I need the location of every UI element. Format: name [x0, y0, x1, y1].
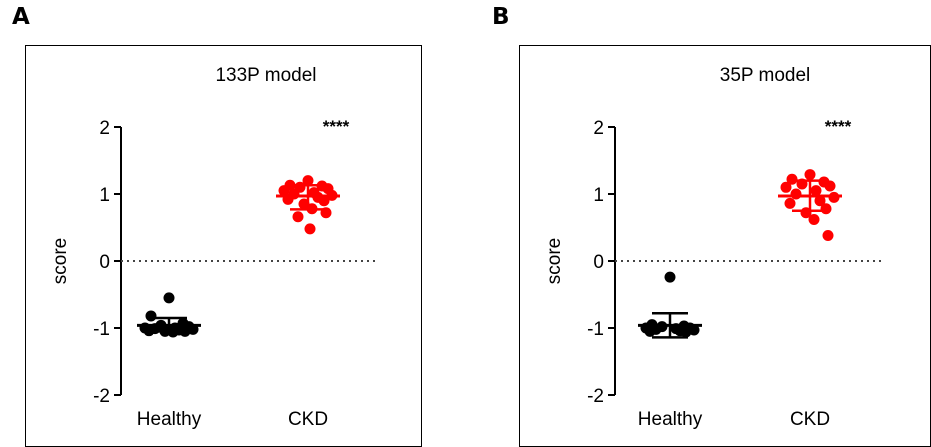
data-point — [814, 195, 826, 207]
y-tick-label: 2 — [99, 118, 110, 139]
data-point — [780, 181, 792, 193]
y-axis-label: score — [544, 238, 565, 284]
data-point — [318, 195, 330, 207]
data-point — [664, 271, 676, 283]
significance-annotation: **** — [825, 117, 852, 136]
data-point — [820, 203, 832, 215]
chart-panel-a: 133P model 2 1 0 -1 -2 score Healthy CKD **** — [25, 45, 422, 447]
data-point — [822, 230, 834, 242]
significance-annotation: **** — [323, 117, 350, 136]
data-point — [278, 185, 290, 197]
data-point — [302, 175, 314, 187]
y-tick-label: 0 — [593, 252, 604, 273]
y-tick-label: 1 — [99, 185, 110, 206]
panel-letter-b: B — [492, 4, 510, 30]
data-point — [804, 169, 816, 181]
data-point — [292, 211, 304, 223]
chart-a-svg: 133P model 2 1 0 -1 -2 score Healthy CKD **** — [50, 65, 376, 430]
y-axis-label: score — [50, 238, 71, 284]
data-point — [145, 310, 157, 322]
chart-title: 133P model — [215, 65, 316, 86]
data-point — [784, 197, 796, 209]
data-point — [163, 292, 175, 304]
y-tick-label: -1 — [587, 319, 604, 340]
data-point — [808, 213, 820, 225]
data-point — [786, 173, 798, 185]
data-point — [680, 326, 692, 338]
data-point — [143, 325, 155, 337]
data-point — [304, 223, 316, 235]
y-tick-label: -1 — [93, 319, 110, 340]
x-tick-label: Healthy — [638, 409, 703, 430]
y-tick-label: 2 — [593, 118, 604, 139]
x-tick-label: CKD — [288, 409, 328, 430]
y-tick-label: 1 — [593, 185, 604, 206]
chart-b-svg: 35P model 2 1 0 -1 -2 score Healthy CKD **** — [544, 65, 885, 430]
y-tick-label: -2 — [93, 386, 110, 407]
panel-letter-a: A — [12, 4, 30, 30]
chart-title: 35P model — [720, 65, 811, 86]
x-tick-label: Healthy — [137, 409, 202, 430]
y-tick-label: 0 — [99, 252, 110, 273]
chart-panel-b: 35P model 2 1 0 -1 -2 score Healthy CKD **** — [519, 45, 931, 447]
data-point — [824, 180, 836, 192]
data-point — [810, 185, 822, 197]
data-point — [644, 325, 656, 337]
data-point — [790, 188, 802, 200]
x-tick-label: CKD — [790, 409, 830, 430]
y-tick-label: -2 — [587, 386, 604, 407]
